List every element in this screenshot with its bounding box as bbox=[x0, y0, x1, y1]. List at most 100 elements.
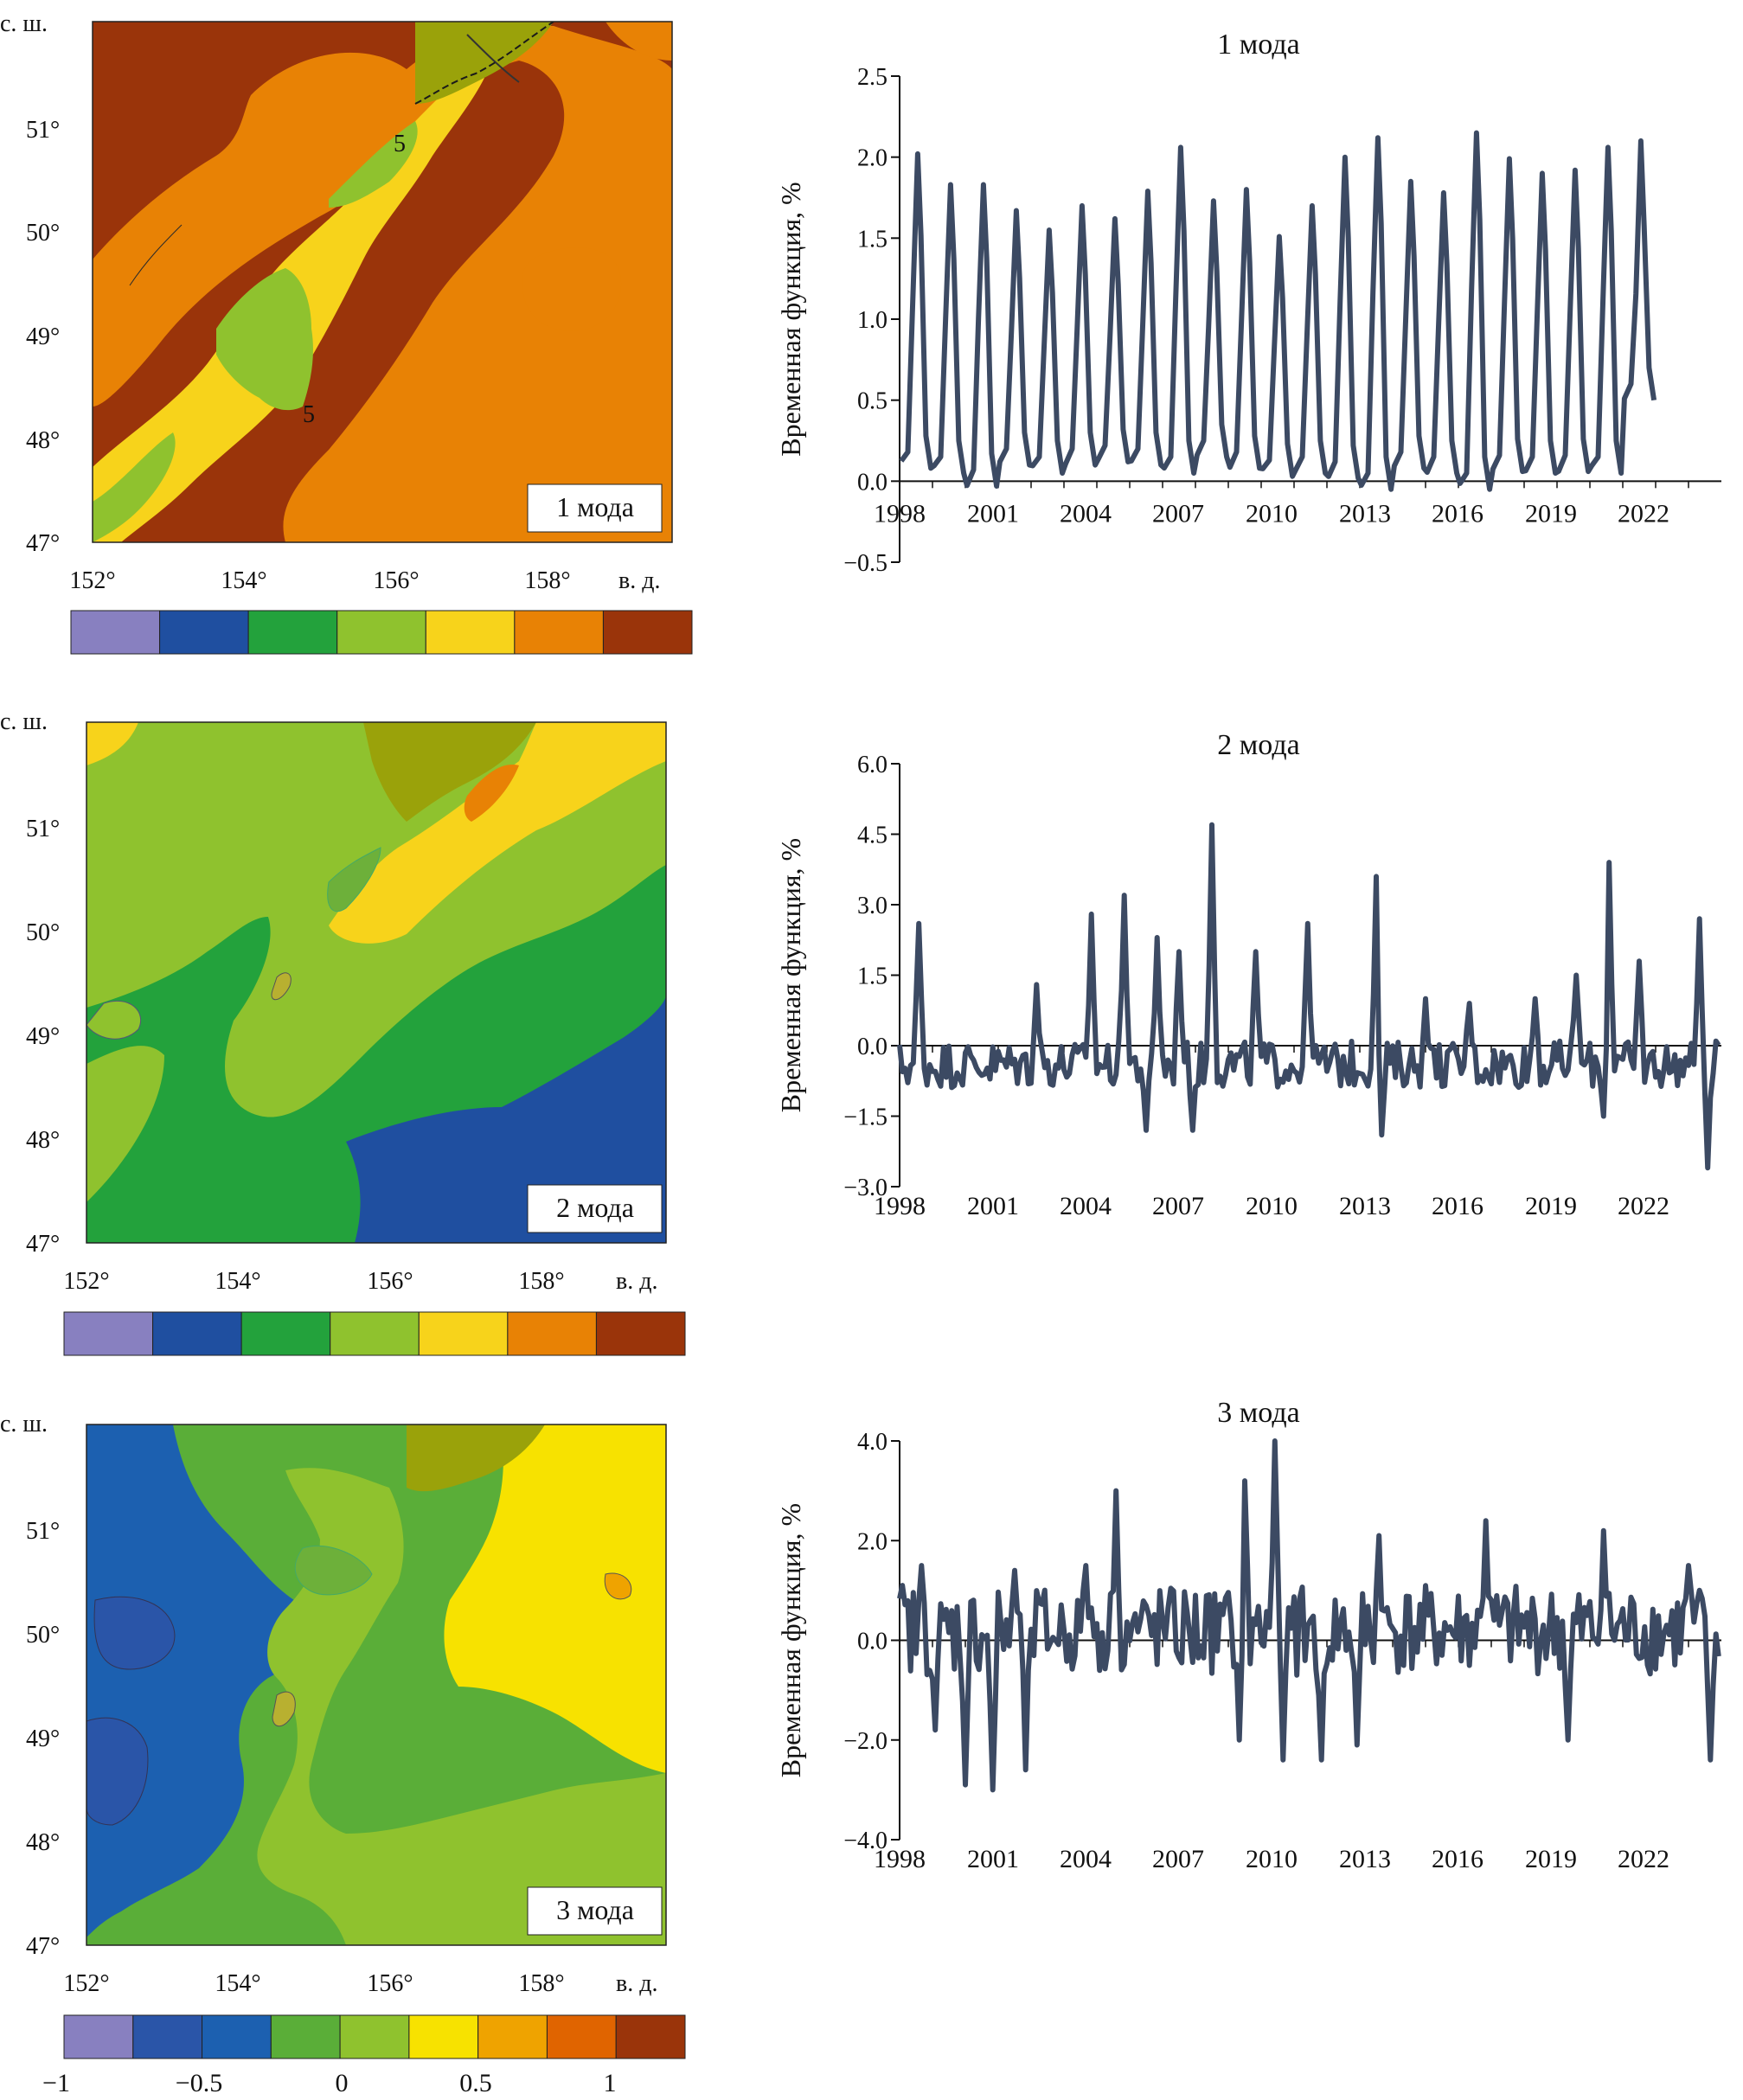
map-mode-2: 2 мода с. ш. 51° 50° 49° 48° 47° 152° 15… bbox=[0, 708, 686, 1356]
lat-tick: 51° bbox=[26, 816, 60, 842]
colorbar-tick: −0.5 bbox=[176, 2069, 222, 2097]
y-axis-label: Временная функция, % bbox=[775, 1503, 806, 1777]
colorbar bbox=[63, 1311, 686, 1356]
lon-tick: 156° bbox=[373, 567, 419, 594]
series-line bbox=[897, 822, 1721, 1171]
y-tick-label: 0.0 bbox=[857, 469, 888, 496]
colorbar-swatch bbox=[152, 1311, 242, 1356]
y-tick-label: −1.5 bbox=[843, 1104, 888, 1131]
colorbar-swatch bbox=[546, 2014, 617, 2059]
x-tick-label: 2010 bbox=[1246, 1845, 1298, 1873]
lon-unit-label: в. д. bbox=[616, 1268, 657, 1295]
lon-tick: 152° bbox=[63, 1268, 109, 1295]
x-tick-label: 2022 bbox=[1618, 1845, 1669, 1873]
x-tick-label: 2001 bbox=[967, 499, 1019, 528]
y-tick-label: 4.5 bbox=[857, 823, 888, 849]
lat-tick: 51° bbox=[26, 1518, 60, 1545]
y-axis-label: Временная функция, % bbox=[775, 838, 806, 1112]
y-tick-label: −2.0 bbox=[843, 1728, 888, 1755]
x-tick-label: 2004 bbox=[1060, 1192, 1112, 1220]
y-tick-label: 1.0 bbox=[857, 307, 888, 334]
lat-tick: 49° bbox=[26, 1725, 60, 1752]
lat-tick: 50° bbox=[26, 1622, 60, 1649]
x-tick-label: 2019 bbox=[1525, 1192, 1577, 1220]
colorbar-swatch bbox=[507, 1311, 597, 1356]
x-tick-label: 2007 bbox=[1152, 499, 1204, 528]
mode-label: 3 мода bbox=[556, 1894, 634, 1925]
contour-label: 5 bbox=[394, 131, 406, 157]
colorbar-swatch bbox=[595, 1311, 686, 1356]
colorbar-tick: 0.5 bbox=[459, 2069, 492, 2097]
colorbar-swatch bbox=[615, 2014, 686, 2059]
colorbar-swatch bbox=[336, 610, 426, 655]
mode-label: 2 мода bbox=[556, 1192, 634, 1223]
chart-title: 1 мода bbox=[1217, 29, 1299, 61]
x-tick-label: 2001 bbox=[967, 1845, 1019, 1873]
lat-tick: 50° bbox=[26, 220, 60, 246]
mode-label: 1 мода bbox=[556, 491, 634, 522]
colorbar bbox=[63, 2014, 686, 2059]
x-tick-label: 2001 bbox=[967, 1192, 1019, 1220]
lon-unit-label: в. д. bbox=[616, 1970, 657, 1997]
x-tick-label: 2007 bbox=[1152, 1845, 1204, 1873]
colorbar-swatch bbox=[425, 610, 516, 655]
lon-tick: 152° bbox=[69, 567, 115, 594]
y-tick-label: 0.0 bbox=[857, 1034, 888, 1060]
lon-tick: 154° bbox=[221, 567, 266, 594]
lat-unit-label: с. ш. bbox=[0, 708, 48, 735]
y-tick-label: −0.5 bbox=[843, 550, 888, 577]
x-tick-label: 1998 bbox=[874, 1845, 926, 1873]
colorbar-swatch bbox=[408, 2014, 479, 2059]
colorbar-swatch bbox=[132, 2014, 203, 2059]
lon-tick: 154° bbox=[215, 1268, 260, 1295]
y-tick-label: 1.5 bbox=[857, 226, 888, 253]
lat-unit-label: с. ш. bbox=[0, 1411, 48, 1437]
y-tick-label: 3.0 bbox=[857, 893, 888, 919]
colorbar-swatch bbox=[202, 2014, 272, 2059]
lat-tick: 47° bbox=[26, 1933, 60, 1960]
y-tick-label: −3.0 bbox=[843, 1175, 888, 1201]
time-series-chart-mode-1: 1 мода 2.5 2.0 1.5 1.0 0.5 0.0 −0.5 1998 2001 2004… bbox=[775, 29, 1721, 577]
y-tick-label: 0.0 bbox=[857, 1629, 888, 1655]
x-tick-label: 2013 bbox=[1339, 1845, 1391, 1873]
y-tick-label: 2.0 bbox=[857, 145, 888, 172]
colorbar-swatch bbox=[339, 2014, 410, 2059]
colorbar-swatch bbox=[159, 610, 249, 655]
x-tick-label: 2019 bbox=[1525, 1845, 1577, 1873]
map-mode-1: 5 5 1 мода с. ш. 51° 50° 49° 48° 47° 152… bbox=[0, 10, 693, 655]
colorbar-swatch bbox=[418, 1311, 509, 1356]
lon-tick: 156° bbox=[367, 1268, 413, 1295]
x-tick-label: 2004 bbox=[1060, 499, 1112, 528]
x-tick-label: 2004 bbox=[1060, 1845, 1112, 1873]
chart-title: 3 мода bbox=[1217, 1397, 1299, 1429]
lat-tick: 50° bbox=[26, 919, 60, 946]
x-tick-label: 2016 bbox=[1432, 499, 1483, 528]
lon-tick: 158° bbox=[518, 1970, 564, 1997]
colorbar-swatch bbox=[63, 2014, 134, 2059]
colorbar-swatch bbox=[63, 1311, 154, 1356]
x-tick-label: 2013 bbox=[1339, 499, 1391, 528]
lat-tick: 48° bbox=[26, 427, 60, 454]
lat-tick: 47° bbox=[26, 530, 60, 557]
lat-tick: 49° bbox=[26, 1023, 60, 1050]
x-tick-label: 2010 bbox=[1246, 1192, 1298, 1220]
lon-tick: 156° bbox=[367, 1970, 413, 1997]
colorbar-swatch bbox=[240, 1311, 331, 1356]
lat-tick: 47° bbox=[26, 1231, 60, 1258]
colorbar-tick: 0 bbox=[336, 2069, 349, 2097]
y-tick-label: 4.0 bbox=[857, 1429, 888, 1456]
y-tick-label: 2.0 bbox=[857, 1528, 888, 1555]
x-tick-label: 1998 bbox=[874, 499, 926, 528]
y-tick-label: 0.5 bbox=[857, 388, 888, 415]
lat-tick: 51° bbox=[26, 117, 60, 144]
colorbar-tick: 1 bbox=[604, 2069, 617, 2097]
x-tick-label: 2013 bbox=[1339, 1192, 1391, 1220]
lat-unit-label: с. ш. bbox=[0, 10, 48, 37]
y-tick-label: 2.5 bbox=[857, 64, 888, 91]
colorbar-swatch bbox=[330, 1311, 420, 1356]
x-tick-label: 1998 bbox=[874, 1192, 926, 1220]
series-line bbox=[897, 1438, 1721, 1793]
